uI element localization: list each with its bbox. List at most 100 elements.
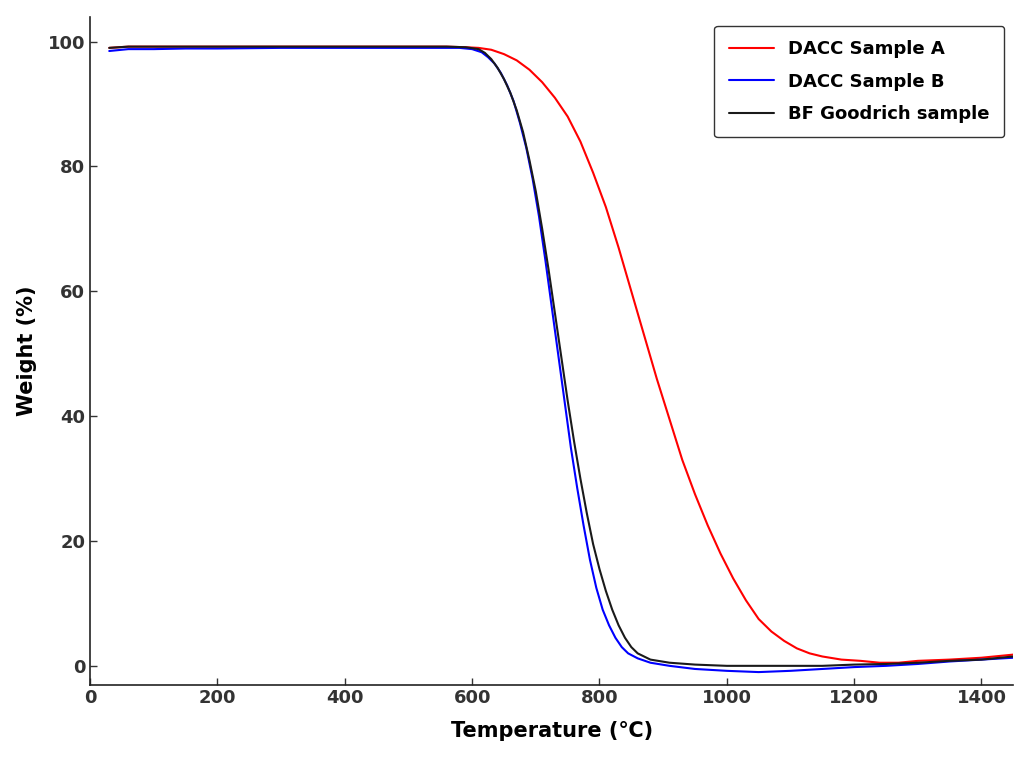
DACC Sample B <box>526 174 539 183</box>
DACC Sample A <box>536 77 548 86</box>
BF Goodrich sample <box>613 621 625 630</box>
BF Goodrich sample <box>975 655 988 664</box>
BF Goodrich sample <box>549 309 561 318</box>
BF Goodrich sample <box>536 224 548 233</box>
BF Goodrich sample <box>555 352 568 362</box>
DACC Sample B <box>721 666 733 675</box>
DACC Sample A <box>339 42 351 52</box>
DACC Sample A <box>403 42 415 52</box>
DACC Sample A <box>651 374 663 384</box>
BF Goodrich sample <box>581 509 593 518</box>
DACC Sample B <box>482 53 494 62</box>
DACC Sample A <box>574 137 586 146</box>
DACC Sample A <box>701 521 714 530</box>
DACC Sample B <box>147 45 160 54</box>
BF Goodrich sample <box>587 540 599 549</box>
DACC Sample B <box>578 521 590 530</box>
BF Goodrich sample <box>599 587 612 596</box>
DACC Sample B <box>816 665 828 674</box>
DACC Sample A <box>103 43 115 52</box>
BF Goodrich sample <box>339 42 351 52</box>
DACC Sample A <box>473 43 485 52</box>
DACC Sample A <box>1007 650 1020 659</box>
DACC Sample B <box>558 396 571 405</box>
X-axis label: Temperature (℃): Temperature (℃) <box>451 722 653 741</box>
BF Goodrich sample <box>147 42 160 52</box>
BF Goodrich sample <box>485 55 497 64</box>
BF Goodrich sample <box>561 396 574 405</box>
DACC Sample B <box>622 649 634 658</box>
BF Goodrich sample <box>403 42 415 52</box>
DACC Sample B <box>514 118 526 127</box>
Line: DACC Sample B: DACC Sample B <box>109 48 1014 672</box>
DACC Sample A <box>676 456 688 465</box>
BF Goodrich sample <box>663 658 676 667</box>
DACC Sample A <box>873 658 886 667</box>
DACC Sample A <box>912 656 924 666</box>
BF Goodrich sample <box>1007 652 1020 661</box>
DACC Sample A <box>211 42 224 52</box>
Legend: DACC Sample A, DACC Sample B, BF Goodrich sample: DACC Sample A, DACC Sample B, BF Goodric… <box>715 26 1004 137</box>
DACC Sample B <box>571 484 583 493</box>
DACC Sample A <box>740 596 752 605</box>
DACC Sample B <box>552 349 564 359</box>
BF Goodrich sample <box>123 42 135 52</box>
DACC Sample A <box>816 652 828 661</box>
BF Goodrich sample <box>619 633 631 642</box>
BF Goodrich sample <box>593 565 606 574</box>
DACC Sample B <box>784 666 796 675</box>
BF Goodrich sample <box>574 474 586 483</box>
DACC Sample A <box>638 330 650 340</box>
DACC Sample B <box>275 43 287 52</box>
DACC Sample A <box>753 615 765 624</box>
Y-axis label: Weight (%): Weight (%) <box>16 285 37 416</box>
DACC Sample A <box>561 112 574 121</box>
BF Goodrich sample <box>504 88 516 97</box>
DACC Sample B <box>689 665 701 674</box>
DACC Sample A <box>791 644 803 653</box>
DACC Sample B <box>211 44 224 53</box>
DACC Sample B <box>943 657 956 666</box>
DACC Sample B <box>476 48 488 57</box>
DACC Sample B <box>753 668 765 677</box>
DACC Sample A <box>714 549 726 558</box>
BF Goodrich sample <box>479 49 491 58</box>
DACC Sample B <box>590 583 603 592</box>
DACC Sample B <box>466 45 478 54</box>
DACC Sample B <box>609 633 621 642</box>
BF Goodrich sample <box>103 43 115 52</box>
BF Goodrich sample <box>459 42 472 52</box>
BF Goodrich sample <box>179 42 192 52</box>
DACC Sample B <box>434 43 446 52</box>
DACC Sample A <box>123 42 135 52</box>
DACC Sample B <box>339 43 351 52</box>
BF Goodrich sample <box>441 42 453 52</box>
BF Goodrich sample <box>631 649 644 658</box>
DACC Sample A <box>459 42 472 52</box>
BF Goodrich sample <box>543 265 555 274</box>
DACC Sample B <box>501 81 513 90</box>
DACC Sample A <box>511 56 523 65</box>
DACC Sample A <box>179 42 192 52</box>
DACC Sample A <box>943 655 956 664</box>
DACC Sample B <box>508 96 520 105</box>
BF Goodrich sample <box>275 42 287 52</box>
BF Goodrich sample <box>568 437 580 446</box>
DACC Sample A <box>854 656 866 666</box>
DACC Sample A <box>549 93 561 102</box>
DACC Sample A <box>803 649 816 658</box>
DACC Sample A <box>523 65 536 74</box>
DACC Sample B <box>546 302 558 312</box>
DACC Sample B <box>848 662 860 672</box>
DACC Sample A <box>441 42 453 52</box>
DACC Sample B <box>520 143 533 152</box>
BF Goodrich sample <box>517 127 529 136</box>
DACC Sample A <box>975 653 988 662</box>
DACC Sample A <box>727 574 740 583</box>
DACC Sample B <box>616 643 628 652</box>
DACC Sample A <box>663 415 676 424</box>
BF Goodrich sample <box>211 42 224 52</box>
BF Goodrich sample <box>473 45 485 54</box>
DACC Sample A <box>689 490 701 499</box>
DACC Sample B <box>631 654 644 663</box>
